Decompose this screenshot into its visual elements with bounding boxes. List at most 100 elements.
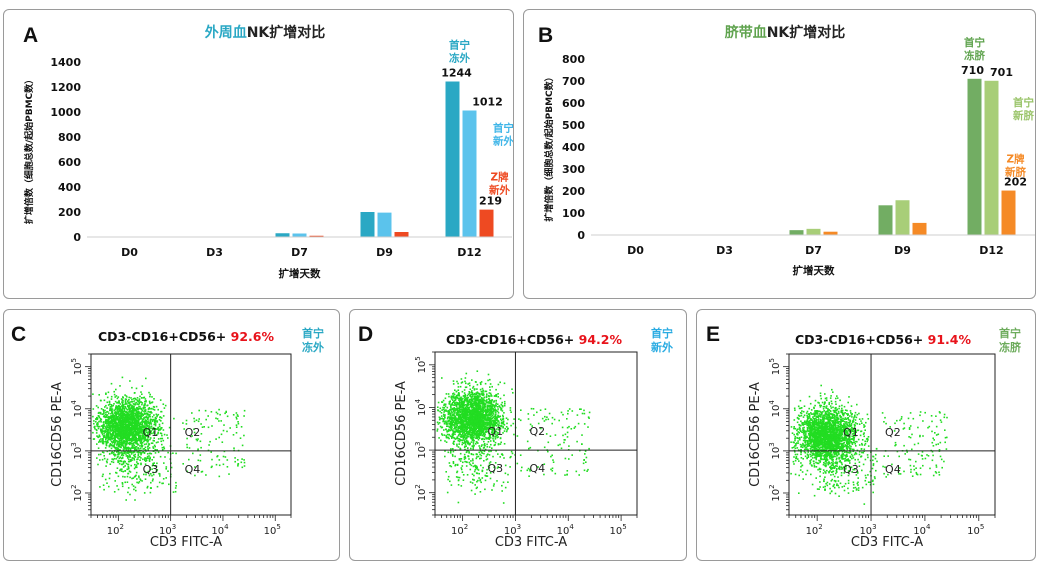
event-dot-d-280 bbox=[476, 370, 479, 372]
event-dot-c-2187 bbox=[152, 408, 155, 411]
event-dot-c-1667 bbox=[122, 460, 125, 463]
event-dot-c-983 bbox=[143, 421, 146, 423]
event-dot-d-926 bbox=[492, 485, 495, 487]
event-dot-c-2190 bbox=[133, 424, 136, 426]
event-dot-c-1516 bbox=[121, 406, 124, 409]
event-dot-c-2357 bbox=[124, 465, 126, 467]
event-dot-c-2172 bbox=[133, 417, 135, 420]
event-dot-c-1060 bbox=[119, 456, 122, 458]
event-dot-c-134 bbox=[118, 416, 121, 419]
event-dot-d-1723 bbox=[487, 422, 489, 425]
event-dot-d-835 bbox=[502, 481, 505, 484]
sample-label-d-1: 新外 bbox=[651, 340, 673, 354]
event-dot-d-1874 bbox=[454, 421, 457, 423]
event-dot-c-1181 bbox=[106, 441, 108, 443]
event-dot-c-876 bbox=[105, 438, 107, 441]
bar-a-4-2 bbox=[479, 209, 494, 237]
event-dot-d-2133 bbox=[456, 418, 459, 421]
y-tick-label-b-6: 600 bbox=[562, 97, 585, 110]
event-dot-c-2091 bbox=[136, 458, 138, 461]
event-dot-c-785 bbox=[124, 447, 126, 449]
event-dot-c-1983 bbox=[97, 406, 99, 409]
event-dot-d-593 bbox=[453, 404, 456, 406]
event-dot-c-2425 bbox=[134, 414, 137, 417]
event-dot-c-2456 bbox=[120, 427, 123, 430]
event-dot-c-2332 bbox=[129, 471, 132, 473]
event-dot-d-2002 bbox=[476, 402, 478, 405]
panel-d: D CD3-CD16+CD56+ 94.2% 首宁 新外 Q1 Q2 Q3 Q4 102 103… bbox=[349, 309, 687, 561]
event-dot-c-1106 bbox=[105, 393, 107, 395]
event-dot-c-26 bbox=[207, 415, 209, 417]
event-dot-d-1672 bbox=[478, 477, 480, 479]
event-dot-c-1425 bbox=[131, 398, 133, 401]
event-dot-c-442 bbox=[148, 447, 151, 449]
event-dot-d-1442 bbox=[496, 436, 499, 439]
event-dot-c-2121 bbox=[116, 412, 118, 415]
event-dot-d-1256 bbox=[450, 417, 453, 420]
event-dot-d-2233 bbox=[454, 403, 457, 405]
event-dot-d-2123 bbox=[468, 458, 470, 460]
event-dot-c-286 bbox=[148, 460, 151, 462]
y-tick-label-b-8: 800 bbox=[562, 53, 585, 66]
event-dot-c-2549 bbox=[115, 436, 118, 438]
event-dot-d-1702 bbox=[485, 455, 488, 458]
event-dot-d-574 bbox=[470, 426, 473, 428]
event-dot-d-1044 bbox=[498, 405, 501, 408]
event-dot-d-1913 bbox=[513, 433, 515, 436]
event-dot-c-1542 bbox=[211, 458, 213, 461]
event-dot-c-2495 bbox=[113, 417, 115, 420]
event-dot-c-2156 bbox=[119, 410, 121, 412]
event-dot-c-1767 bbox=[125, 448, 128, 451]
event-dot-c-59 bbox=[153, 432, 155, 435]
event-dot-d-1458 bbox=[498, 424, 500, 426]
event-dot-c-2515 bbox=[134, 437, 137, 440]
event-dot-c-2369 bbox=[132, 431, 135, 434]
event-dot-c-2049 bbox=[99, 399, 102, 402]
event-dot-c-1894 bbox=[106, 401, 109, 404]
panel-label-d: D bbox=[358, 323, 374, 346]
event-dot-d-346 bbox=[466, 474, 469, 476]
event-dot-c-797 bbox=[111, 438, 113, 440]
panel-label-c: C bbox=[11, 323, 27, 346]
event-dot-c-1993 bbox=[120, 443, 122, 445]
event-dot-d-1439 bbox=[490, 412, 493, 415]
event-dot-d-1601 bbox=[444, 450, 446, 452]
event-dot-d-2041 bbox=[443, 434, 446, 436]
event-dot-c-90 bbox=[95, 405, 98, 407]
event-dot-c-1909 bbox=[136, 434, 139, 436]
event-dot-d-512 bbox=[495, 402, 497, 404]
event-dot-c-2424 bbox=[121, 463, 124, 466]
y-tick-label-b-4: 400 bbox=[562, 141, 585, 154]
event-dot-c-31 bbox=[146, 433, 149, 435]
event-dot-c-2150 bbox=[125, 499, 127, 501]
event-dot-c-1452 bbox=[220, 420, 222, 422]
event-dot-c-955 bbox=[147, 428, 150, 431]
event-dot-d-314 bbox=[456, 471, 458, 474]
event-dot-c-2343 bbox=[149, 402, 151, 405]
event-dot-c-2423 bbox=[126, 424, 128, 427]
event-dot-c-2347 bbox=[154, 416, 157, 419]
event-dot-d-1768 bbox=[458, 431, 460, 433]
event-dot-c-2494 bbox=[138, 431, 141, 433]
event-dot-d-1761 bbox=[472, 439, 474, 442]
event-dot-d-647 bbox=[479, 423, 481, 426]
event-dot-d-1074 bbox=[495, 388, 497, 391]
event-dot-c-1749 bbox=[99, 440, 101, 443]
event-dot-c-529 bbox=[150, 425, 153, 428]
event-dot-c-644 bbox=[156, 485, 159, 488]
event-dot-c-1627 bbox=[152, 471, 155, 474]
event-dot-d-1095 bbox=[480, 381, 483, 383]
event-dot-d-2230 bbox=[463, 441, 466, 443]
event-dot-c-20 bbox=[104, 447, 107, 449]
event-dot-d-1812 bbox=[452, 421, 454, 424]
event-dot-c-2429 bbox=[102, 438, 104, 441]
event-dot-c-956 bbox=[126, 437, 129, 440]
event-dot-d-1699 bbox=[465, 421, 467, 424]
event-dot-c-2489 bbox=[150, 418, 153, 421]
event-dot-d-1500 bbox=[464, 413, 466, 416]
event-dot-d-797 bbox=[453, 408, 456, 410]
event-dot-c-940 bbox=[100, 438, 102, 440]
event-dot-d-1317 bbox=[451, 453, 454, 456]
event-dot-c-1628 bbox=[137, 482, 140, 484]
event-dot-d-1890 bbox=[456, 410, 459, 412]
